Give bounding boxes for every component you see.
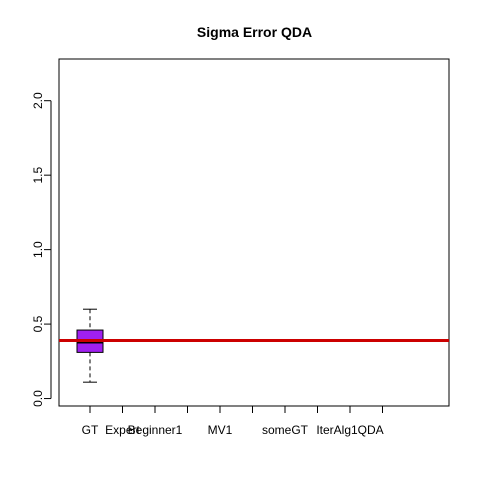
y-tick-label: 0.5: [31, 315, 45, 332]
y-tick-label: 2.0: [31, 92, 45, 109]
x-tick-label: GT: [82, 423, 99, 437]
y-tick-label: 1.0: [31, 241, 45, 258]
y-axis: 0.0 0.5 1.0 1.5 2.0: [31, 92, 52, 407]
x-tick-label: Expert: [105, 423, 140, 437]
y-tick-label: 1.5: [31, 166, 45, 183]
x-tick-label: MV1: [208, 423, 233, 437]
chart-title: Sigma Error QDA: [197, 24, 312, 40]
y-tick-label: 0.0: [31, 390, 45, 407]
x-tick-label: someGT: [262, 423, 309, 437]
x-tick-label: Beginner1: [128, 423, 183, 437]
x-tick-label: IterAlg1QDA: [316, 423, 383, 437]
